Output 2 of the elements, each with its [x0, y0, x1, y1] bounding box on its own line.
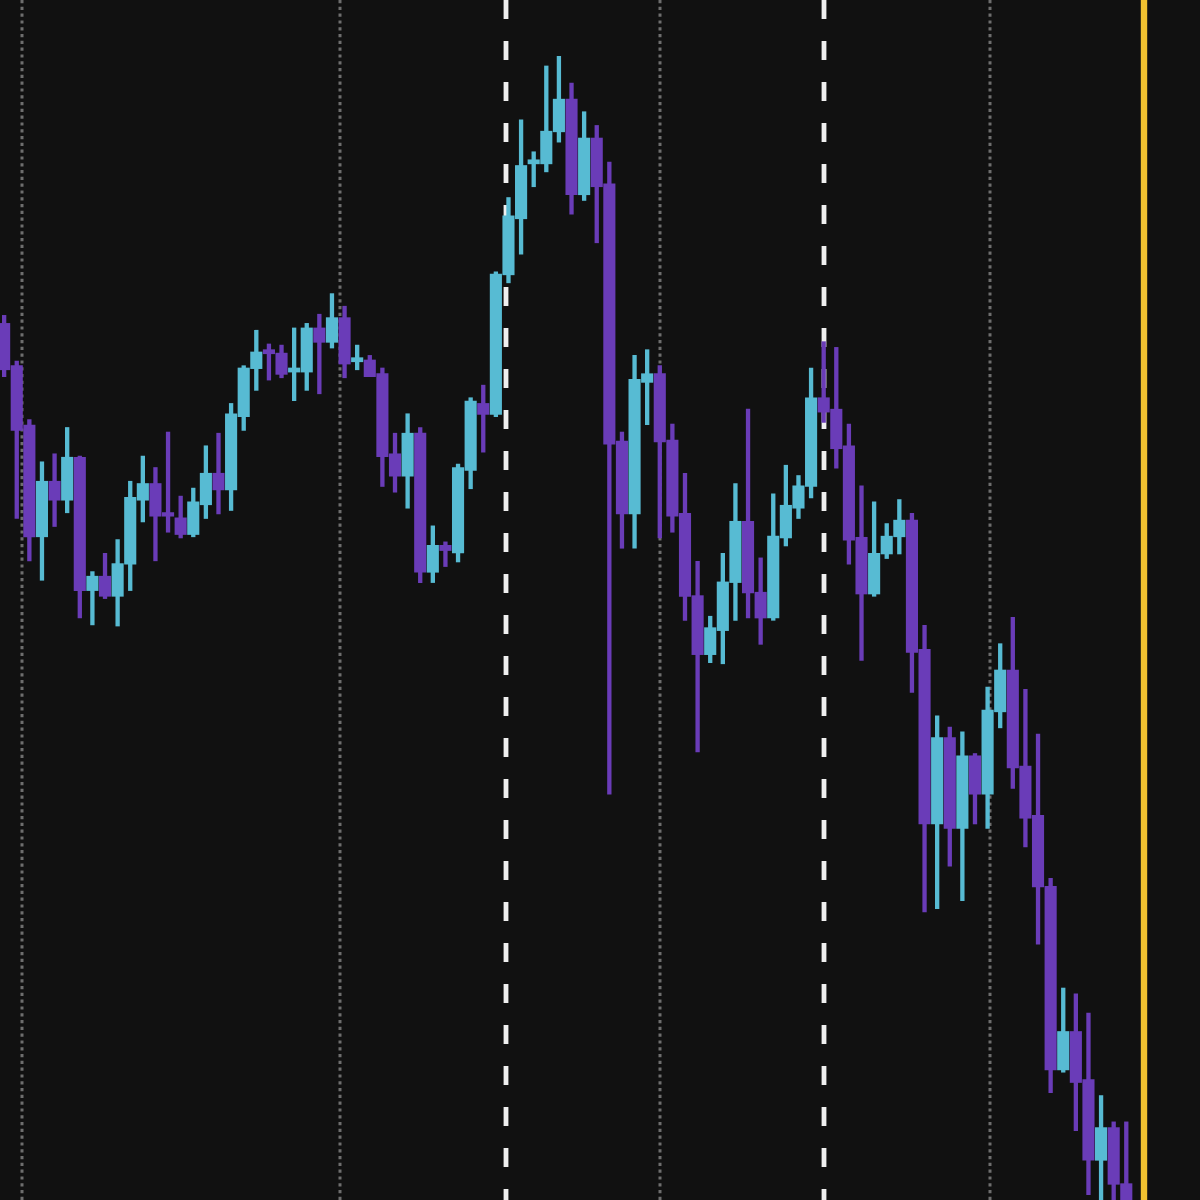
candlestick	[313, 313, 326, 395]
candlestick	[212, 432, 225, 515]
